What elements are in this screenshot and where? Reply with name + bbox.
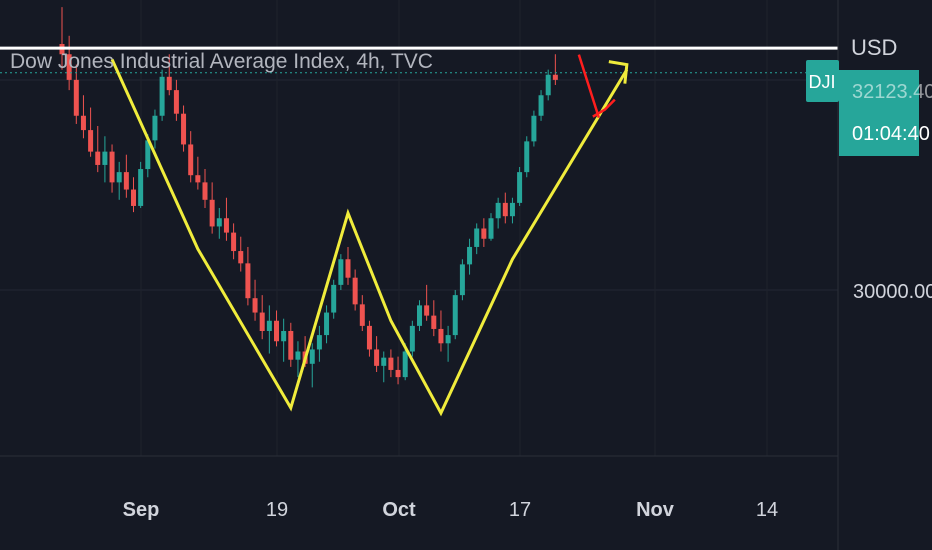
candle (467, 238, 473, 275)
candle (395, 356, 401, 385)
candle (123, 154, 129, 198)
candle (374, 336, 380, 372)
candle (202, 169, 208, 208)
candle (152, 109, 158, 149)
candle (216, 208, 222, 239)
candle (102, 136, 108, 183)
w-pattern-zigzag[interactable] (110, 58, 629, 417)
candle (417, 300, 422, 331)
last-price-badge: 32123.40 01:04:40 (839, 70, 932, 156)
plot-background (0, 0, 838, 550)
candle (195, 156, 201, 190)
candle (80, 95, 86, 139)
candle (538, 90, 544, 121)
symbol-label: DJI (809, 72, 836, 92)
candle (209, 182, 215, 234)
candle (452, 290, 458, 340)
candle (474, 223, 480, 255)
candle (531, 110, 537, 147)
price-scale[interactable]: USD 30000.00 DJI 32123.40 01:04:40 (806, 0, 932, 550)
candle (424, 284, 430, 321)
candle (188, 131, 194, 183)
candle (324, 305, 330, 344)
x-tick-label: Oct (382, 499, 416, 521)
candle (459, 259, 465, 301)
candle (252, 279, 258, 321)
grid-lines (0, 79, 838, 291)
candle (159, 69, 165, 121)
candle (316, 325, 322, 362)
candle (73, 64, 79, 124)
candle (274, 310, 279, 347)
candle (438, 310, 444, 352)
candle (331, 279, 337, 319)
time-scale[interactable]: Sep 19 Oct 17 Nov 14 (0, 455, 838, 521)
candle (345, 246, 351, 285)
candle (238, 236, 244, 272)
candle (138, 161, 144, 208)
x-tick-label: 19 (266, 499, 288, 521)
symbol-badge: DJI (806, 60, 839, 102)
countdown-label: 01:04:40 (852, 123, 930, 145)
candle (259, 295, 265, 340)
x-tick-label: 17 (509, 499, 531, 521)
candle (545, 69, 551, 101)
red-arrowhead (592, 98, 616, 118)
candle (366, 320, 372, 357)
drawing-overlay[interactable] (0, 46, 838, 417)
candle (266, 305, 272, 354)
candle (381, 351, 387, 383)
candle (524, 136, 530, 178)
candle (517, 167, 523, 206)
candle (359, 295, 365, 331)
red-arrow[interactable] (577, 54, 601, 119)
candle (431, 300, 437, 337)
target-arrowhead (608, 60, 629, 84)
chart-title: Dow Jones Industrial Average Index, 4h, … (10, 50, 433, 73)
candle (495, 197, 501, 229)
candle (223, 197, 229, 241)
x-tick-label: Nov (636, 499, 675, 521)
y-tick-label: 30000.00 (853, 281, 932, 303)
candle (309, 343, 315, 388)
candle (116, 161, 122, 200)
candle (388, 349, 394, 378)
x-tick-label: Sep (123, 499, 160, 521)
candle (131, 177, 136, 213)
x-tick-label: 14 (756, 499, 778, 521)
candle (109, 144, 115, 193)
candle (509, 197, 515, 224)
candle (95, 126, 101, 173)
candle (281, 318, 287, 362)
last-price-label: 32123.40 (852, 81, 932, 103)
candle (502, 192, 508, 224)
candle (352, 269, 358, 311)
candle (409, 320, 415, 357)
candle (481, 218, 487, 247)
candle (166, 54, 172, 96)
candle (66, 35, 72, 91)
candle (552, 54, 558, 85)
currency-label: USD (851, 35, 897, 60)
candle (338, 254, 344, 290)
candle (231, 223, 237, 260)
candlestick-series (59, 7, 558, 388)
candle (173, 79, 179, 121)
candle (488, 213, 494, 241)
candle (288, 322, 294, 367)
candle (295, 341, 301, 378)
candle (245, 246, 251, 306)
candle (181, 105, 187, 152)
candle (88, 107, 94, 157)
candle (445, 325, 451, 362)
